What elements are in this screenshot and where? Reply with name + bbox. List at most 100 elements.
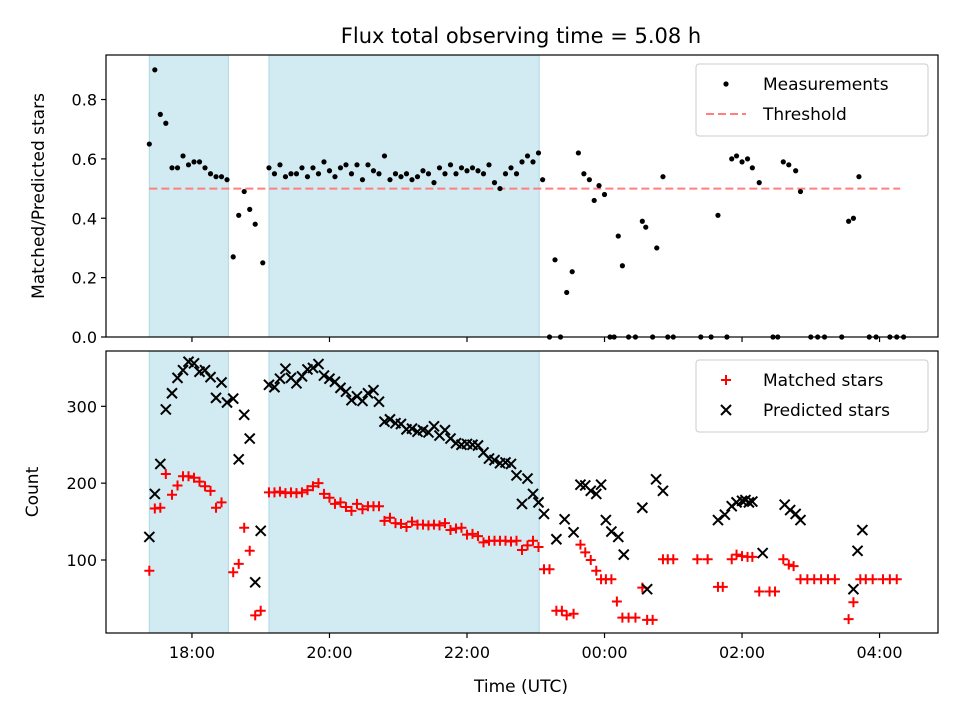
predicted-star-point [356,395,369,407]
matched-star-point [228,567,239,578]
measurement-point [365,162,371,168]
measurement-point [442,171,448,177]
matched-star-point [472,531,483,542]
predicted-star-point [171,372,184,384]
predicted-star-point [488,454,501,466]
measurement-point [387,177,393,183]
x-axis-label: Time (UTC) [473,677,568,697]
matched-star-point [384,512,395,523]
measurement-point [191,159,197,165]
measurement-point [282,174,289,180]
predicted-star-point [334,382,347,394]
predicted-star-point [384,413,396,426]
predicted-star-point [279,362,292,375]
predicted-star-point [221,396,233,409]
measurement-point [733,153,740,159]
matched-star-point [544,564,555,575]
predicted-star-point [340,386,352,398]
measurement-point [230,254,236,260]
measurement-point [252,221,258,227]
predicted-star-point [149,488,161,500]
measurement-point [337,165,344,171]
measurement-point [797,188,804,195]
predicted-star-point [268,381,281,393]
measurement-point [497,185,503,192]
measurement-point [639,218,645,224]
measurement-point [458,165,465,171]
predicted-star-point [612,531,624,543]
legend-matched-marker [721,375,731,385]
measurement-point [615,233,621,239]
matched-star-point [561,610,572,621]
predicted-star-point [472,439,484,452]
predicted-star-point [204,371,217,383]
matched-star-point [335,497,346,508]
shaded-interval-top-0 [148,54,229,338]
measurement-point [247,206,253,212]
predicted-star-point [227,392,239,405]
matched-star-point [630,612,641,623]
measurement-point [469,165,476,171]
matched-star-point [233,558,244,569]
measurement-point [213,174,219,180]
measurement-point [540,177,546,183]
predicted-star-point [323,372,336,385]
measurement-point [660,174,666,180]
matched-star-point [216,497,227,508]
measurement-point [535,150,542,156]
bottom-y-axis-label: Count [23,466,43,517]
predicted-star-point [312,358,325,370]
predicted-star-point [238,409,250,421]
x-tick-label: 22:00 [444,643,490,662]
legend-label: Predicted stars [763,401,890,421]
predicted-star-point [160,403,172,416]
matched-star-point [189,472,200,483]
measurement-point [564,289,570,296]
matched-star-point [373,501,384,512]
measurement-point [581,171,587,177]
x-tick-label: 20:00 [306,643,352,662]
measurement-point [288,171,294,177]
y-tick-label-top: 0.4 [72,209,97,228]
matched-star-point [747,551,758,562]
matched-star-point [155,502,166,513]
predicted-star-point [532,496,545,509]
top-y-axis-label: Matched/Predicted stars [29,93,49,299]
measurement-point [241,188,247,195]
predicted-star-point [307,362,319,374]
predicted-star-point [188,357,200,370]
predicted-star-point [373,396,385,408]
shaded-interval-bottom-0 [148,350,229,634]
measurement-point [332,174,338,180]
predicted-star-point [657,485,669,497]
matched-star-point [434,520,445,531]
legend-box [695,63,929,137]
matched-star-point [580,547,591,558]
measurement-point [464,168,470,174]
shaded-interval-top-1 [268,54,540,338]
matched-star-point [395,518,406,529]
measurement-point [207,171,214,177]
measurement-point [420,168,426,174]
matched-star-point [172,480,183,491]
measurement-point [780,159,786,165]
measurement-point [519,159,525,165]
predicted-star-point [558,513,571,525]
matched-star-point [556,605,567,616]
legend-measurements-marker [723,81,729,87]
matched-star-point [731,549,742,560]
chart-title: Flux total observing time = 5.08 h [341,24,701,48]
matched-star-point [296,487,307,498]
matched-star-point [788,561,799,572]
measurement-point [348,171,355,177]
measurement-point [260,260,266,266]
matched-star-point [318,488,329,499]
measurement-point [218,174,225,180]
y-tick-label-bottom: 200 [66,474,97,493]
y-tick-label-bottom: 100 [66,551,97,570]
measurement-point [321,159,327,165]
matched-star-point [183,471,194,482]
matched-star-point [568,608,579,619]
y-tick-label-top: 0.2 [72,269,97,288]
measurement-point [856,174,862,180]
